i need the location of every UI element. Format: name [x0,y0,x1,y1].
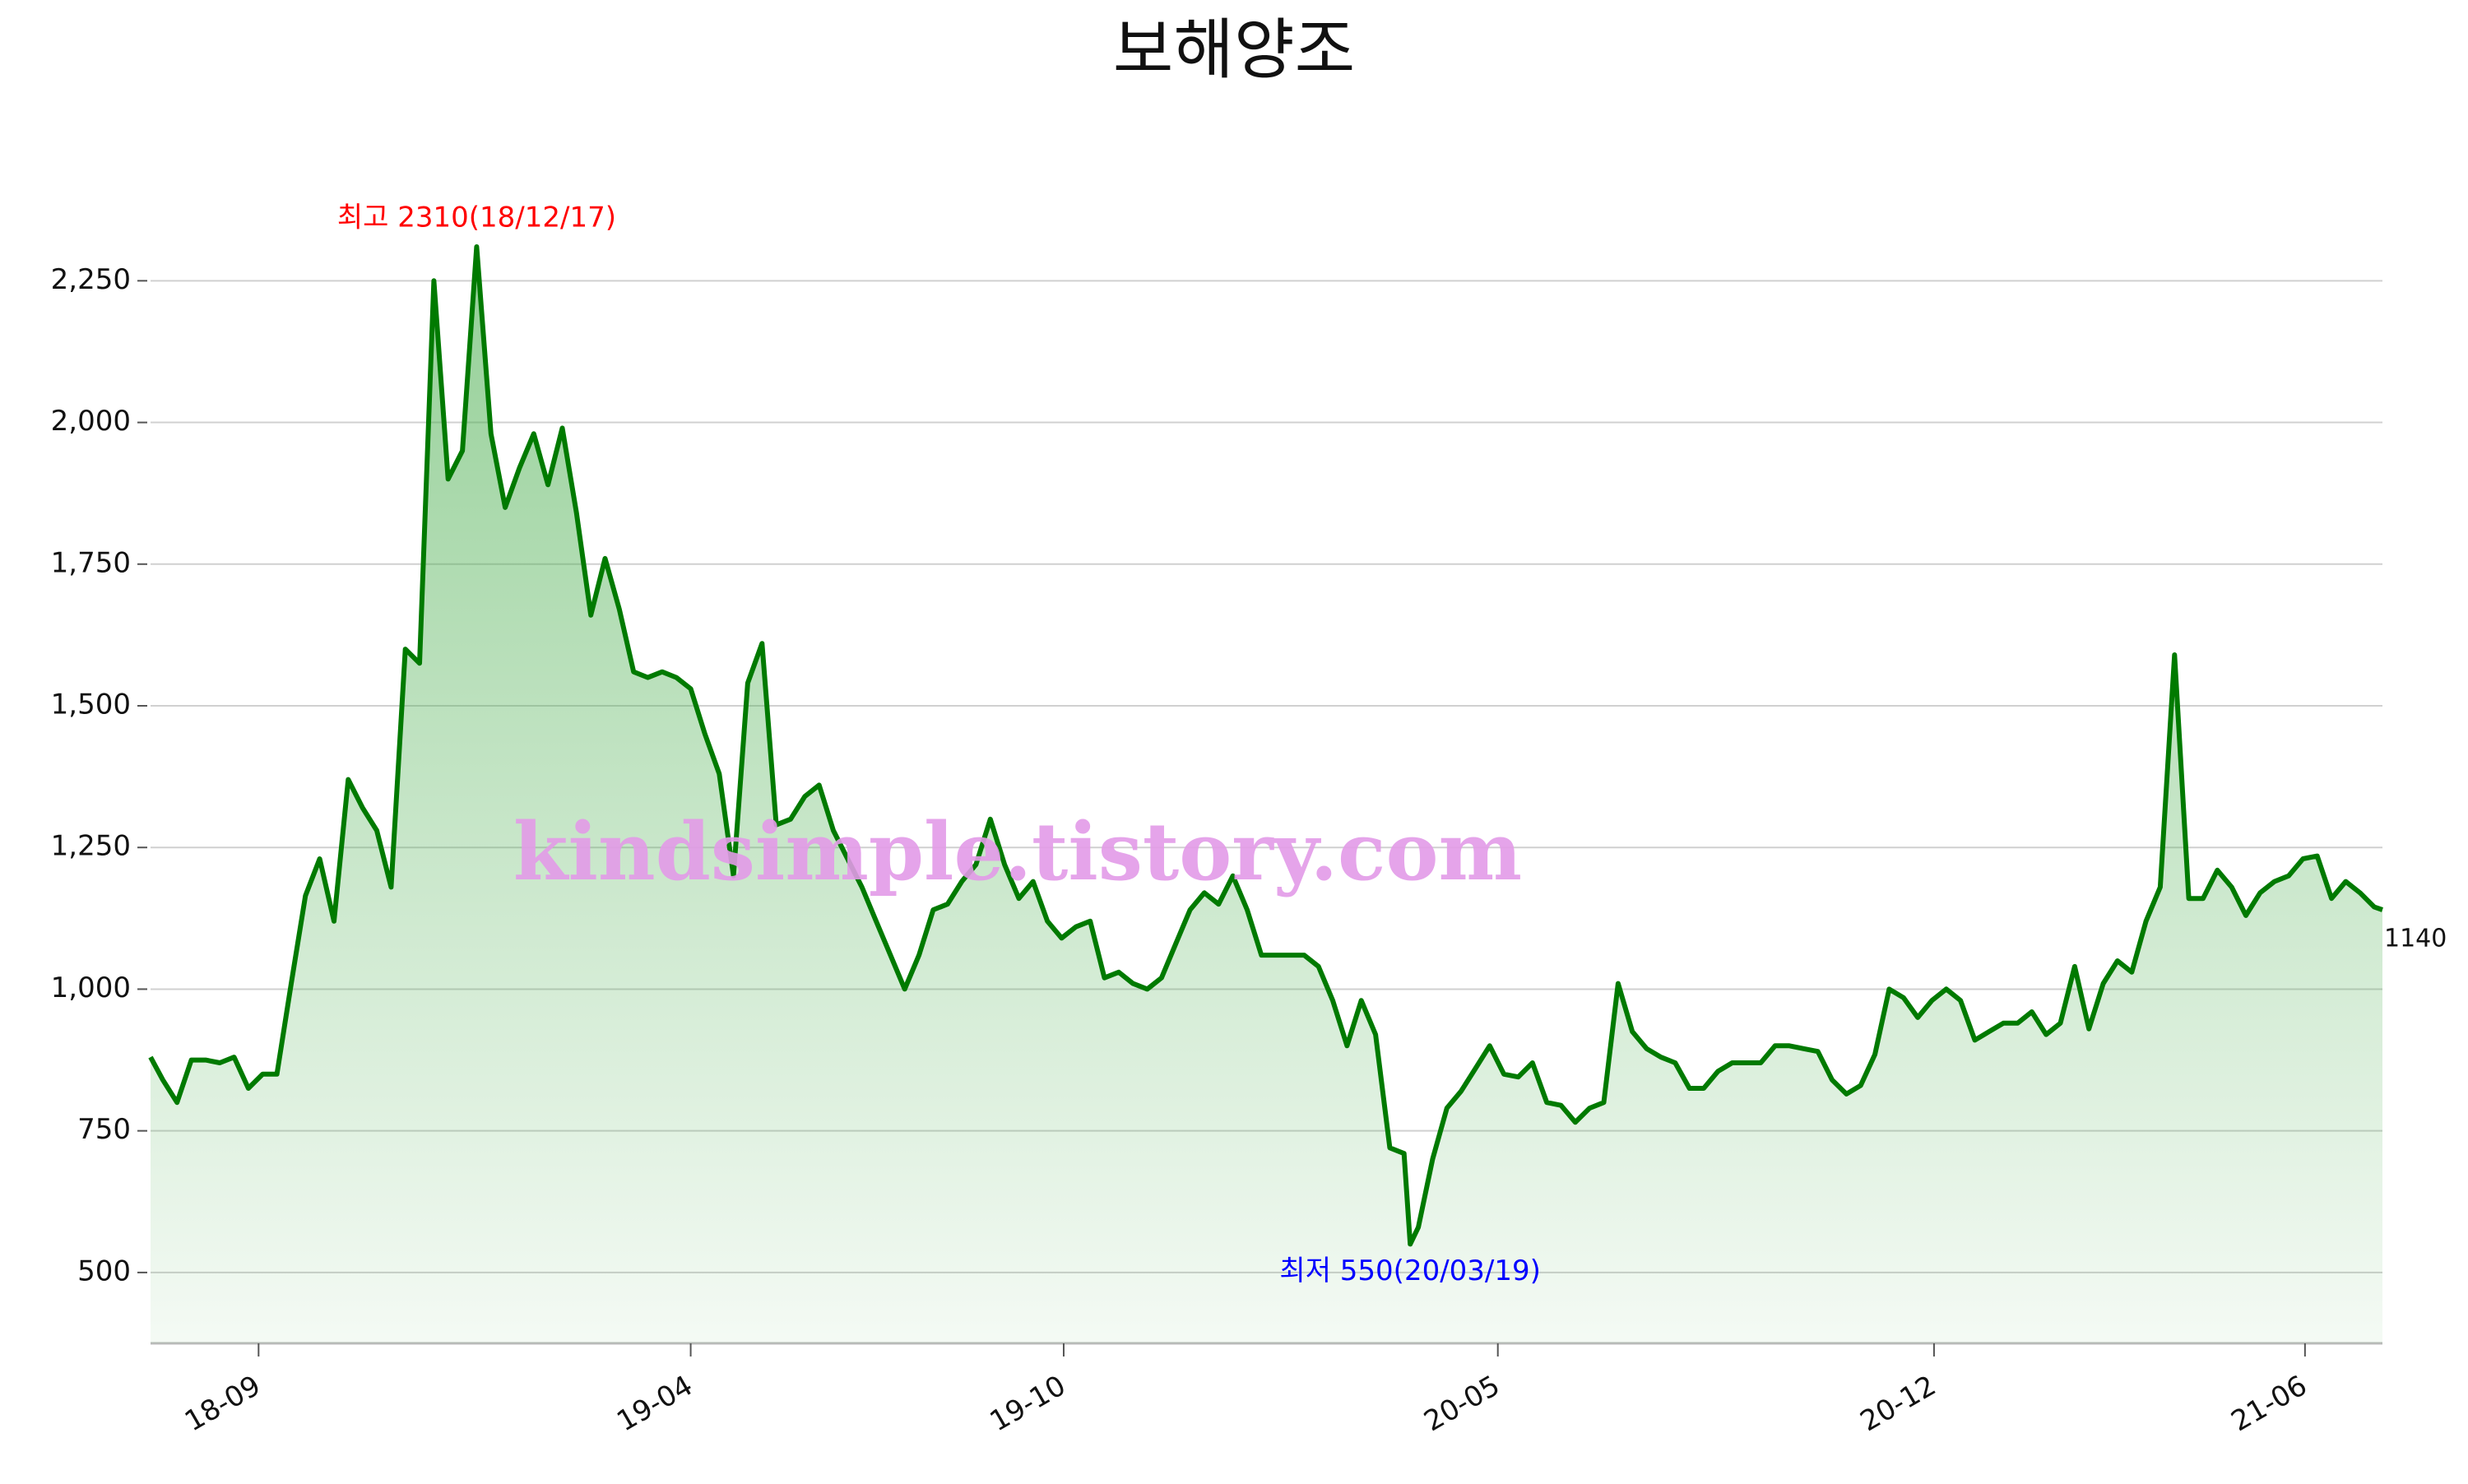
y-tick-label: 2,000 [51,405,131,438]
y-tick-label: 2,250 [51,263,131,296]
x-tick-label: 21-06 [2226,1369,2313,1438]
annotation: 최저 550(20/03/19) [1279,1254,1541,1287]
y-tick-label: 1,750 [51,546,131,579]
annotation: 최고 2310(18/12/17) [337,202,616,234]
x-tick-label: 20-05 [1418,1369,1505,1438]
y-tick-label: 500 [77,1254,131,1287]
x-tick-label: 19-10 [985,1369,1072,1438]
y-tick-label: 1,500 [51,689,131,721]
y-tick-label: 750 [77,1113,131,1146]
watermark: kindsimple.tistory.com [513,805,1522,898]
x-tick-label: 20-12 [1855,1369,1942,1438]
x-tick-label: 19-04 [611,1369,698,1438]
last-value-label: 1140 [2384,925,2447,953]
x-tick-label: 18-09 [179,1369,267,1438]
y-tick-label: 1,250 [51,830,131,863]
price-line [148,244,2383,1247]
y-tick-label: 1,000 [51,972,131,1004]
chart-title: 보해양조 [1113,12,1355,88]
area-fill [151,247,2382,1343]
